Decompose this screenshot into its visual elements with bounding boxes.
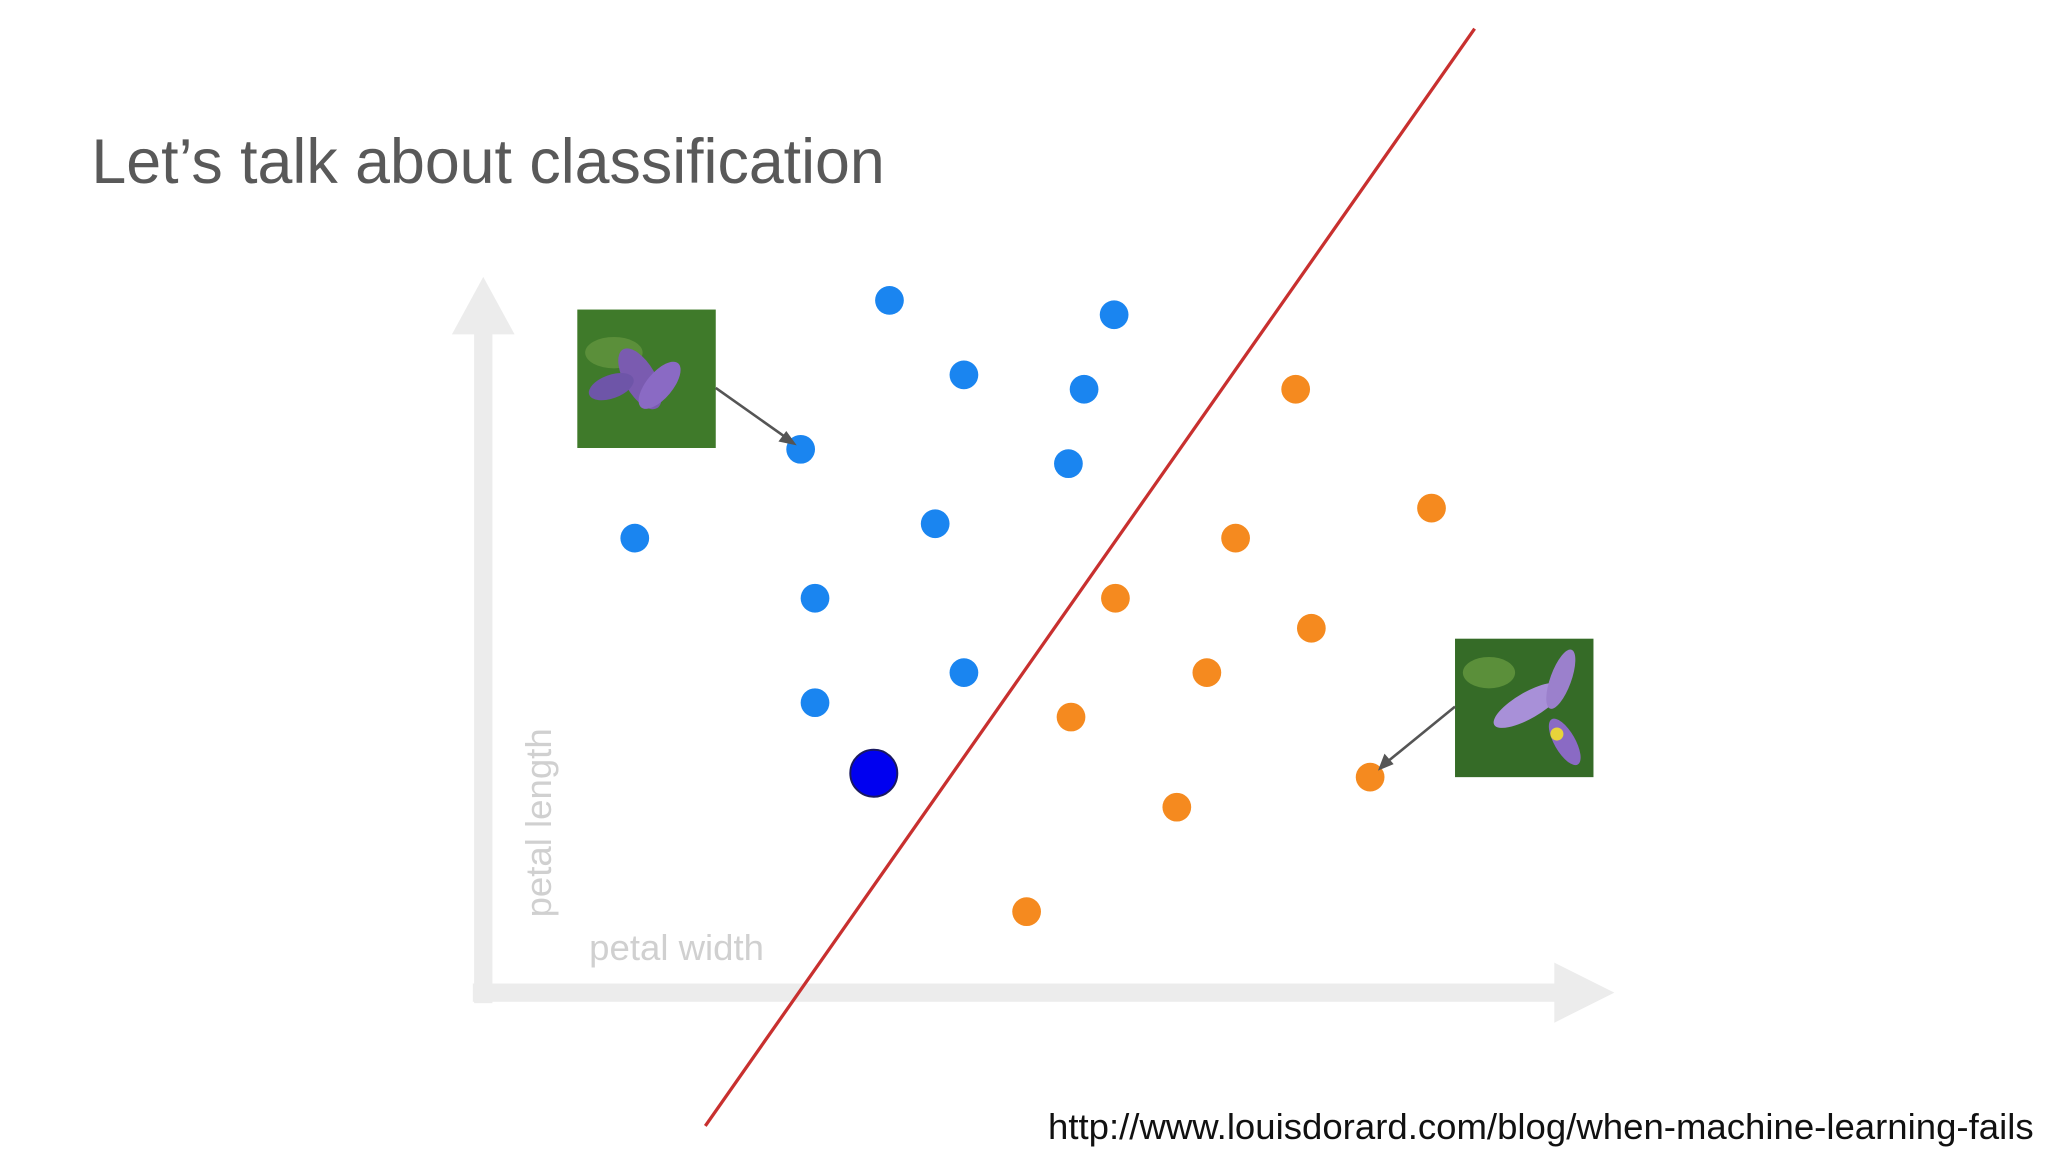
point	[1056, 702, 1086, 732]
blue-points	[620, 286, 1129, 718]
leaf	[1462, 656, 1516, 689]
point	[949, 360, 979, 390]
point	[875, 286, 904, 315]
source-url: http://www.louisdorard.com/blog/when-mac…	[1048, 1106, 2034, 1147]
point	[1355, 762, 1385, 792]
orange-points	[1012, 374, 1446, 927]
point	[949, 658, 979, 688]
point	[1296, 613, 1326, 643]
point	[1069, 374, 1099, 404]
y-axis-label: petal length	[518, 728, 559, 917]
arrow	[715, 386, 793, 443]
new-point	[849, 748, 899, 798]
arrow-head	[778, 431, 797, 446]
point	[1281, 374, 1311, 404]
point	[1162, 792, 1192, 822]
point	[800, 583, 830, 613]
point	[1012, 897, 1041, 927]
petal	[588, 372, 634, 401]
point	[1054, 449, 1083, 479]
arrow	[1383, 705, 1456, 766]
petal	[1546, 649, 1576, 709]
y-arrow	[451, 276, 515, 335]
decision-boundary	[703, 27, 1476, 1127]
point	[620, 523, 650, 553]
petal-spot	[1550, 727, 1564, 741]
x-arrow	[1554, 962, 1615, 1023]
point	[1417, 493, 1446, 523]
point	[1099, 300, 1129, 330]
point	[1101, 583, 1130, 613]
point	[1192, 658, 1222, 688]
slide-title: Let’s talk about classification	[91, 127, 884, 197]
petal	[638, 361, 681, 409]
point	[1221, 523, 1250, 553]
point	[800, 688, 830, 718]
axes: petal length petal width	[451, 276, 1615, 1023]
point	[920, 509, 950, 539]
petal	[1493, 682, 1563, 728]
flower-left	[577, 309, 797, 448]
flower-right	[1377, 638, 1594, 778]
arrow-head	[1377, 753, 1394, 771]
x-axis-label: petal width	[589, 927, 764, 968]
